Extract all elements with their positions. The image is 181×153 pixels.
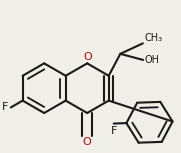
Text: F: F (2, 103, 9, 112)
Text: OH: OH (145, 55, 160, 65)
Text: O: O (83, 52, 92, 62)
Text: CH₃: CH₃ (144, 33, 162, 43)
Text: O: O (83, 137, 92, 147)
Text: F: F (110, 126, 117, 136)
